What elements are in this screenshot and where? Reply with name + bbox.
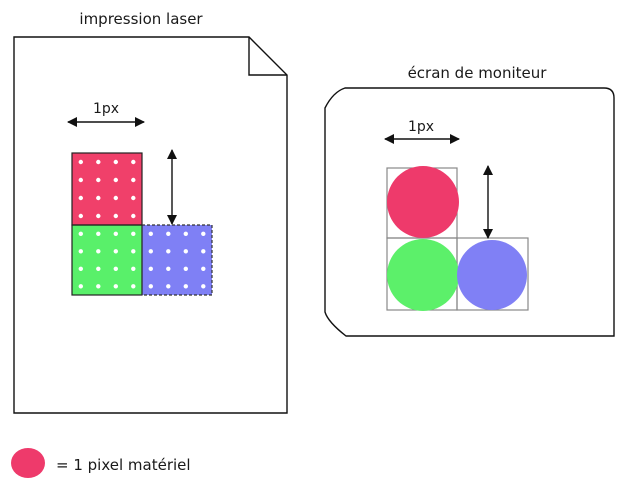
toner-dot [113, 177, 119, 183]
toner-dot [96, 177, 101, 183]
toner-dot [78, 159, 84, 165]
toner-dot [78, 284, 84, 289]
paper-fold [248, 37, 287, 76]
laser-pixel-blue-outline [141, 224, 213, 296]
toner-dot [183, 266, 188, 271]
toner-dot [131, 266, 136, 271]
toner-dot [78, 231, 84, 236]
monitor-width-label: 1px [408, 119, 434, 135]
monitor-title: écran de moniteur [408, 64, 548, 82]
toner-dot [131, 159, 136, 165]
toner-dot [113, 284, 119, 289]
toner-dot [201, 231, 206, 236]
toner-dot [183, 284, 188, 289]
toner-dot [113, 213, 119, 219]
toner-dot [131, 213, 136, 219]
monitor-pixel-blue [457, 240, 527, 310]
toner-dot [96, 159, 101, 165]
toner-dot [96, 284, 101, 289]
monitor-pixel-red [387, 166, 459, 238]
toner-dot [113, 195, 119, 201]
toner-dot [201, 266, 206, 271]
toner-dot [183, 249, 188, 254]
toner-dot [183, 231, 188, 236]
toner-dot [148, 231, 153, 236]
toner-dot [78, 266, 84, 271]
toner-dot [78, 195, 84, 201]
toner-dot [148, 249, 153, 254]
toner-dot [78, 177, 84, 183]
toner-dot [166, 266, 171, 271]
toner-dot [166, 231, 171, 236]
toner-dot [166, 249, 171, 254]
toner-dot [131, 249, 136, 254]
toner-dot [166, 284, 171, 289]
toner-dot [131, 177, 136, 183]
legend-pixel-dot [11, 448, 45, 478]
toner-dot [96, 249, 101, 254]
toner-dot [96, 213, 101, 219]
toner-dot [78, 249, 84, 254]
laser-pixel-green [72, 225, 142, 295]
toner-dot [113, 249, 119, 254]
toner-dot [96, 195, 101, 201]
toner-dot [131, 284, 136, 289]
legend-text: = 1 pixel matériel [56, 456, 191, 474]
laser-pixel-blue [142, 225, 212, 295]
monitor-pixel-green [387, 239, 459, 311]
toner-dot [148, 266, 153, 271]
toner-dot [113, 266, 119, 271]
laser-title: impression laser [79, 10, 203, 28]
laser-pixel-red [72, 153, 142, 225]
laser-width-label: 1px [93, 101, 119, 117]
toner-dot [201, 249, 206, 254]
toner-dot [96, 266, 101, 271]
toner-dot [148, 284, 153, 289]
toner-dot [113, 231, 119, 236]
toner-dot [96, 231, 101, 236]
toner-dot [78, 213, 84, 219]
laser-toner-dots [78, 159, 206, 289]
toner-dot [201, 284, 206, 289]
toner-dot [131, 231, 136, 236]
toner-dot [113, 159, 119, 165]
toner-dot [131, 195, 136, 201]
